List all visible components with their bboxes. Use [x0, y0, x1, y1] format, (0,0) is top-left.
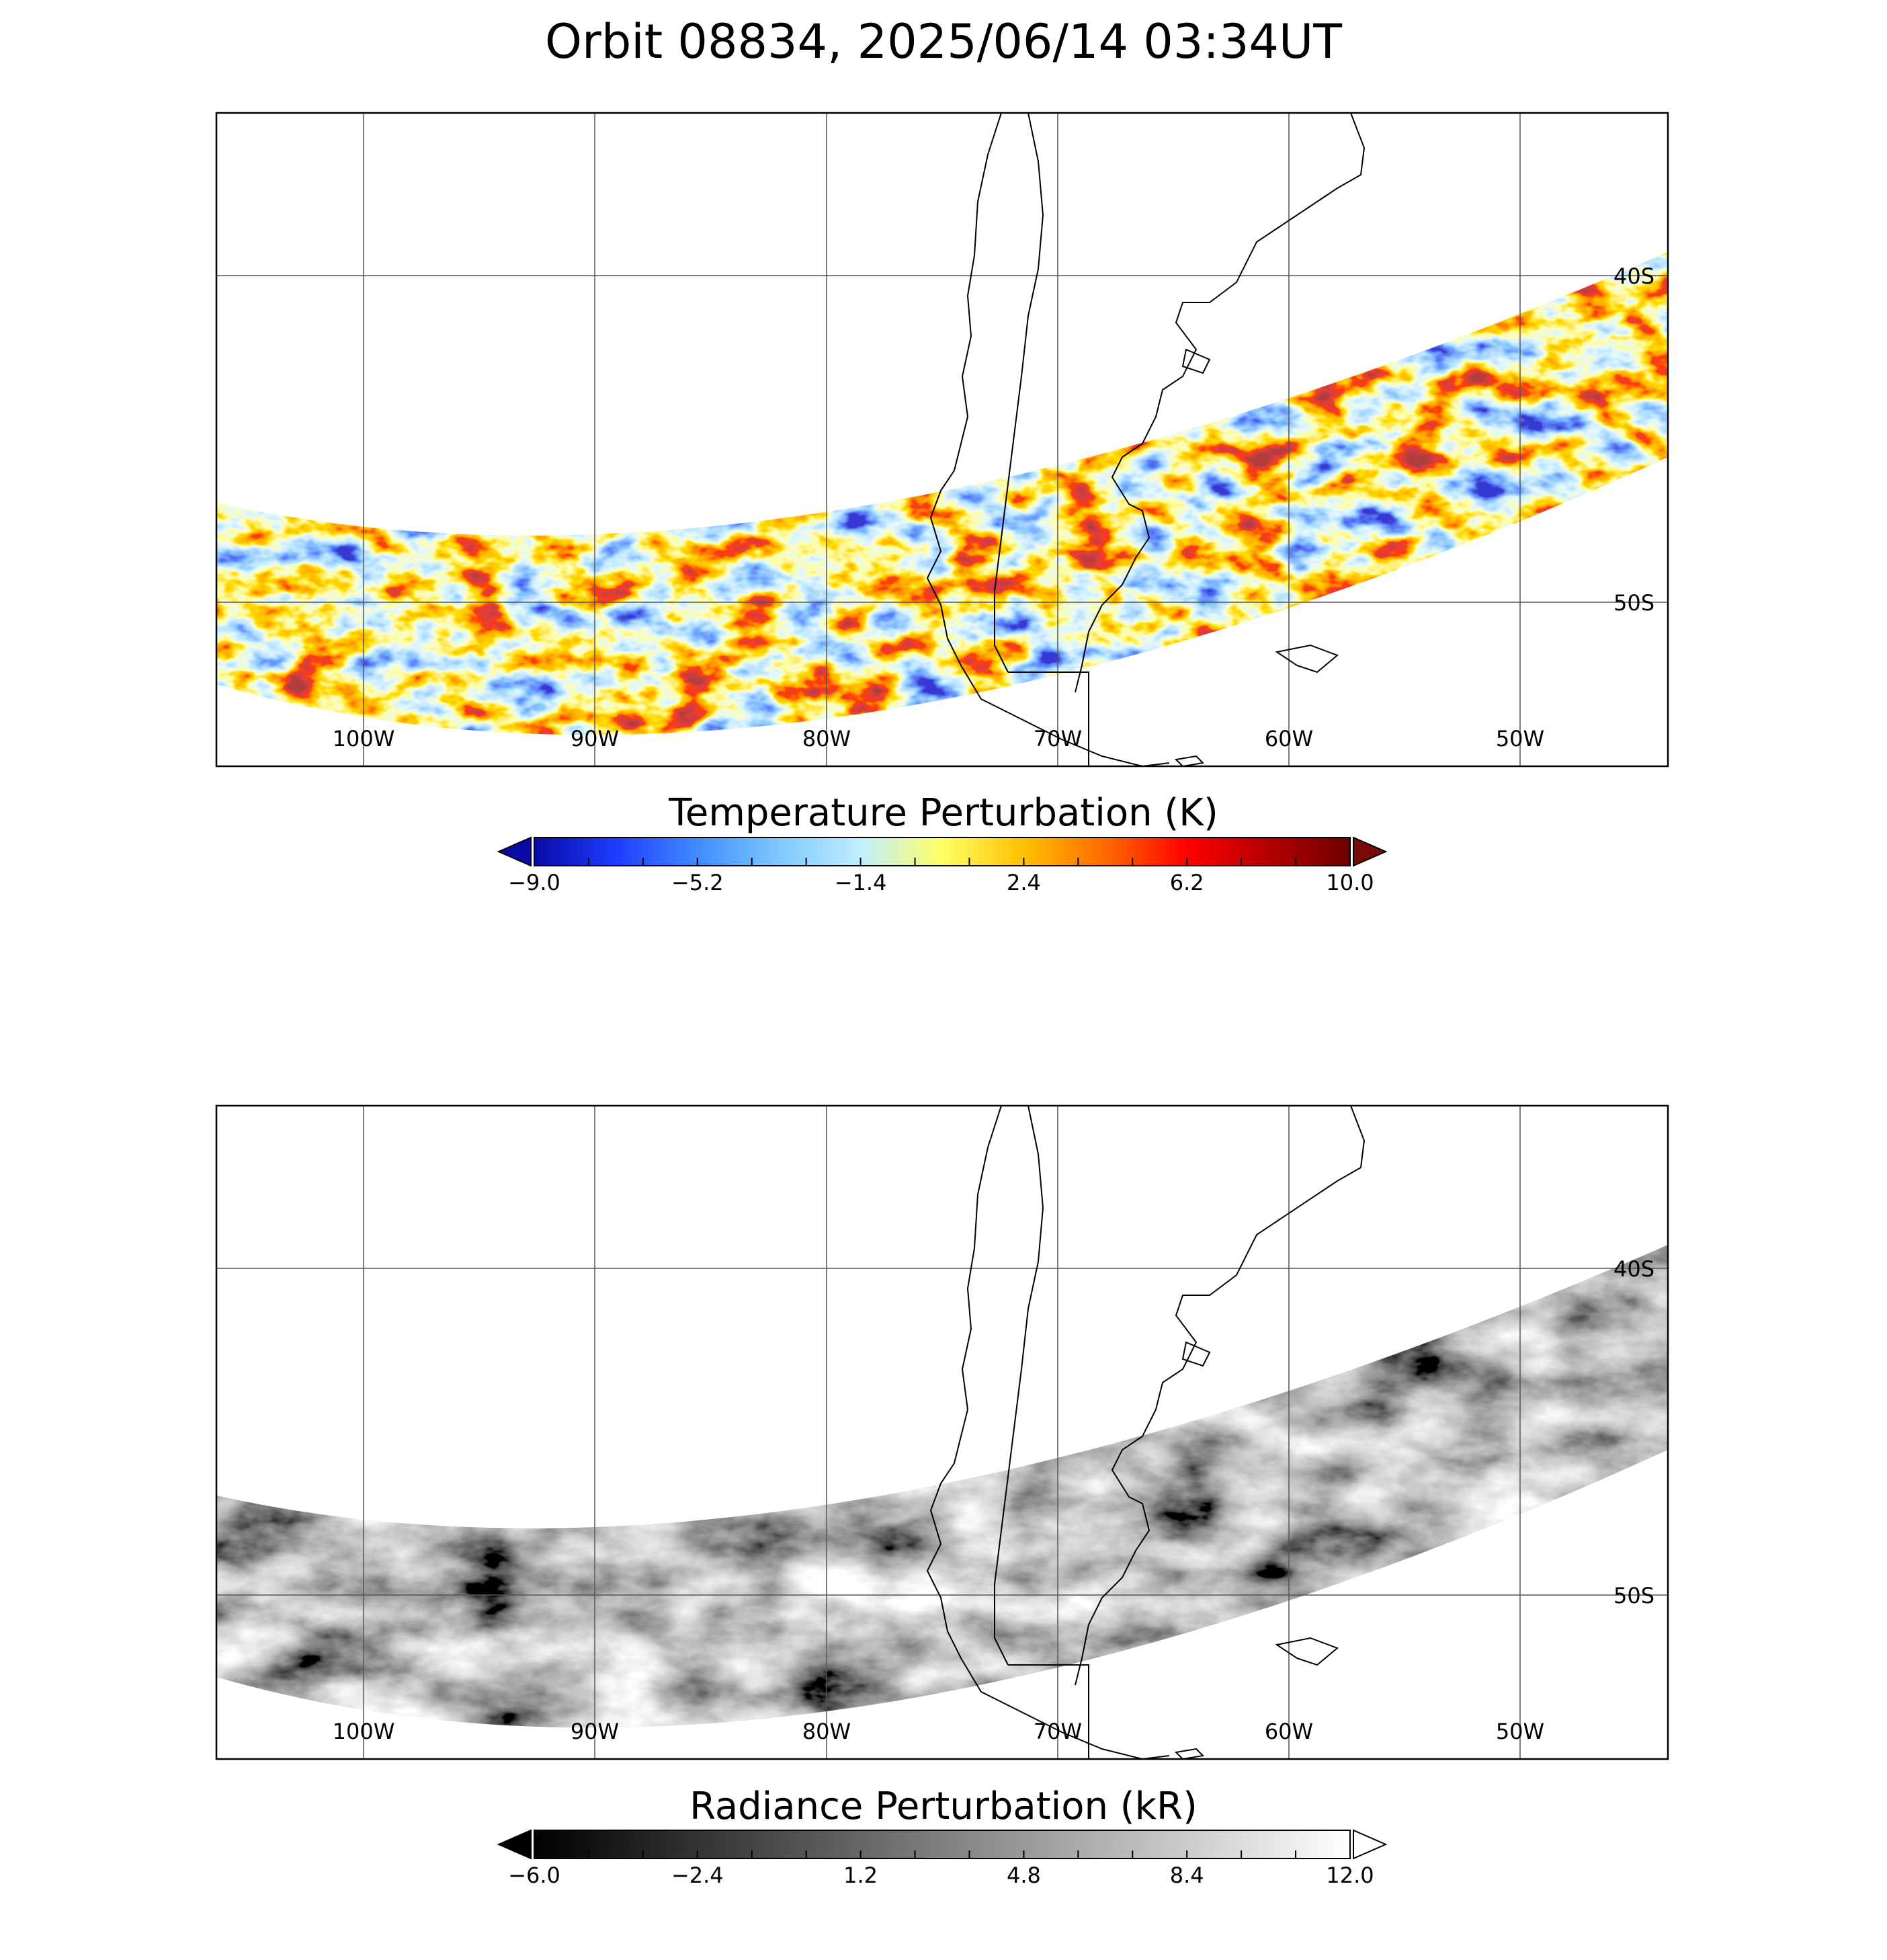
- temperature-colorbar-ticks: −9.0 −5.2 −1.4 2.4 6.2 10.0: [508, 858, 1374, 895]
- temperature-colorbar-tick-label: −1.4: [835, 870, 887, 895]
- radiance-colorbar-tick-label: −6.0: [508, 1863, 560, 1888]
- lon-label-60w: 60W: [1265, 726, 1313, 751]
- temperature-colorbar-tick-label: −9.0: [508, 870, 560, 895]
- coastline: [926, 1106, 1366, 1759]
- radiance-colorbar-ticks: −6.0 −2.4 1.2 4.8 8.4 12.0: [508, 1850, 1374, 1888]
- radiance-colorbar-low-extend: [497, 1829, 532, 1860]
- lon-label-50w: 50W: [1496, 1719, 1544, 1744]
- radiance-colorbar-tick-label: 12.0: [1326, 1863, 1374, 1888]
- temperature-colorbar-title: Temperature Perturbation (K): [668, 791, 1218, 835]
- radiance-colorbar-title: Radiance Perturbation (kR): [689, 1785, 1198, 1828]
- longitude-labels: 100W 90W 80W 70W 60W 50W: [333, 726, 1545, 751]
- radiance-map-panel: 100W 90W 80W 70W 60W 50W 40S 50S: [215, 1104, 1669, 1760]
- lon-label-80w: 80W: [802, 726, 851, 751]
- lon-label-90w: 90W: [571, 726, 619, 751]
- lon-label-60w: 60W: [1265, 1719, 1313, 1744]
- temperature-colorbar-tick-label: 2.4: [1007, 870, 1041, 895]
- longitude-labels: 100W 90W 80W 70W 60W 50W: [333, 1719, 1545, 1744]
- radiance-colorbar-tick-label: 1.2: [843, 1863, 878, 1888]
- radiance-colorbar-tick-label: 4.8: [1007, 1863, 1041, 1888]
- map-frame: [215, 1104, 1669, 1760]
- radiance-colorbar: Radiance Perturbation (kR) −6.0 −2.4 1.2 4.…: [497, 1785, 1388, 1888]
- lat-label-40s: 40S: [1613, 1256, 1654, 1282]
- temperature-colorbar-low-extend: [497, 836, 532, 867]
- temperature-colorbar-bar: [534, 837, 1351, 866]
- temperature-map-panel: 100W 90W 80W 70W 60W 50W 40S 50S: [215, 112, 1669, 768]
- radiance-colorbar-high-extend: [1353, 1829, 1388, 1860]
- latitude-labels: 40S 50S: [1613, 1256, 1654, 1608]
- temperature-colorbar-tick-label: 10.0: [1326, 870, 1374, 895]
- map-gridlines: [216, 1106, 1668, 1759]
- lon-label-50w: 50W: [1496, 726, 1544, 751]
- latitude-labels: 40S 50S: [1613, 263, 1654, 616]
- temperature-colorbar-tick-label: −5.2: [671, 870, 724, 895]
- lon-label-100w: 100W: [333, 1719, 395, 1744]
- figure-title: Orbit 08834, 2025/06/14 03:34UT: [545, 14, 1342, 69]
- radiance-colorbar-tick-label: 8.4: [1170, 1863, 1204, 1888]
- coastline: [926, 113, 1366, 766]
- map-frame: [215, 112, 1669, 768]
- lon-label-90w: 90W: [571, 1719, 619, 1744]
- lon-label-80w: 80W: [802, 1719, 851, 1744]
- map-gridlines: [216, 113, 1668, 766]
- radiance-colorbar-tick-label: −2.4: [671, 1863, 724, 1888]
- lon-label-70w: 70W: [1034, 726, 1082, 751]
- temperature-colorbar: Temperature Perturbation (K) −9.0 −5.2 −1.…: [497, 791, 1388, 895]
- temperature-colorbar-tick-label: 6.2: [1170, 870, 1204, 895]
- lat-label-50s: 50S: [1613, 1583, 1654, 1608]
- lat-label-50s: 50S: [1613, 590, 1654, 616]
- temperature-colorbar-high-extend: [1353, 836, 1388, 867]
- radiance-colorbar-bar: [534, 1830, 1351, 1859]
- lon-label-70w: 70W: [1034, 1719, 1082, 1744]
- lat-label-40s: 40S: [1613, 263, 1654, 289]
- lon-label-100w: 100W: [333, 726, 395, 751]
